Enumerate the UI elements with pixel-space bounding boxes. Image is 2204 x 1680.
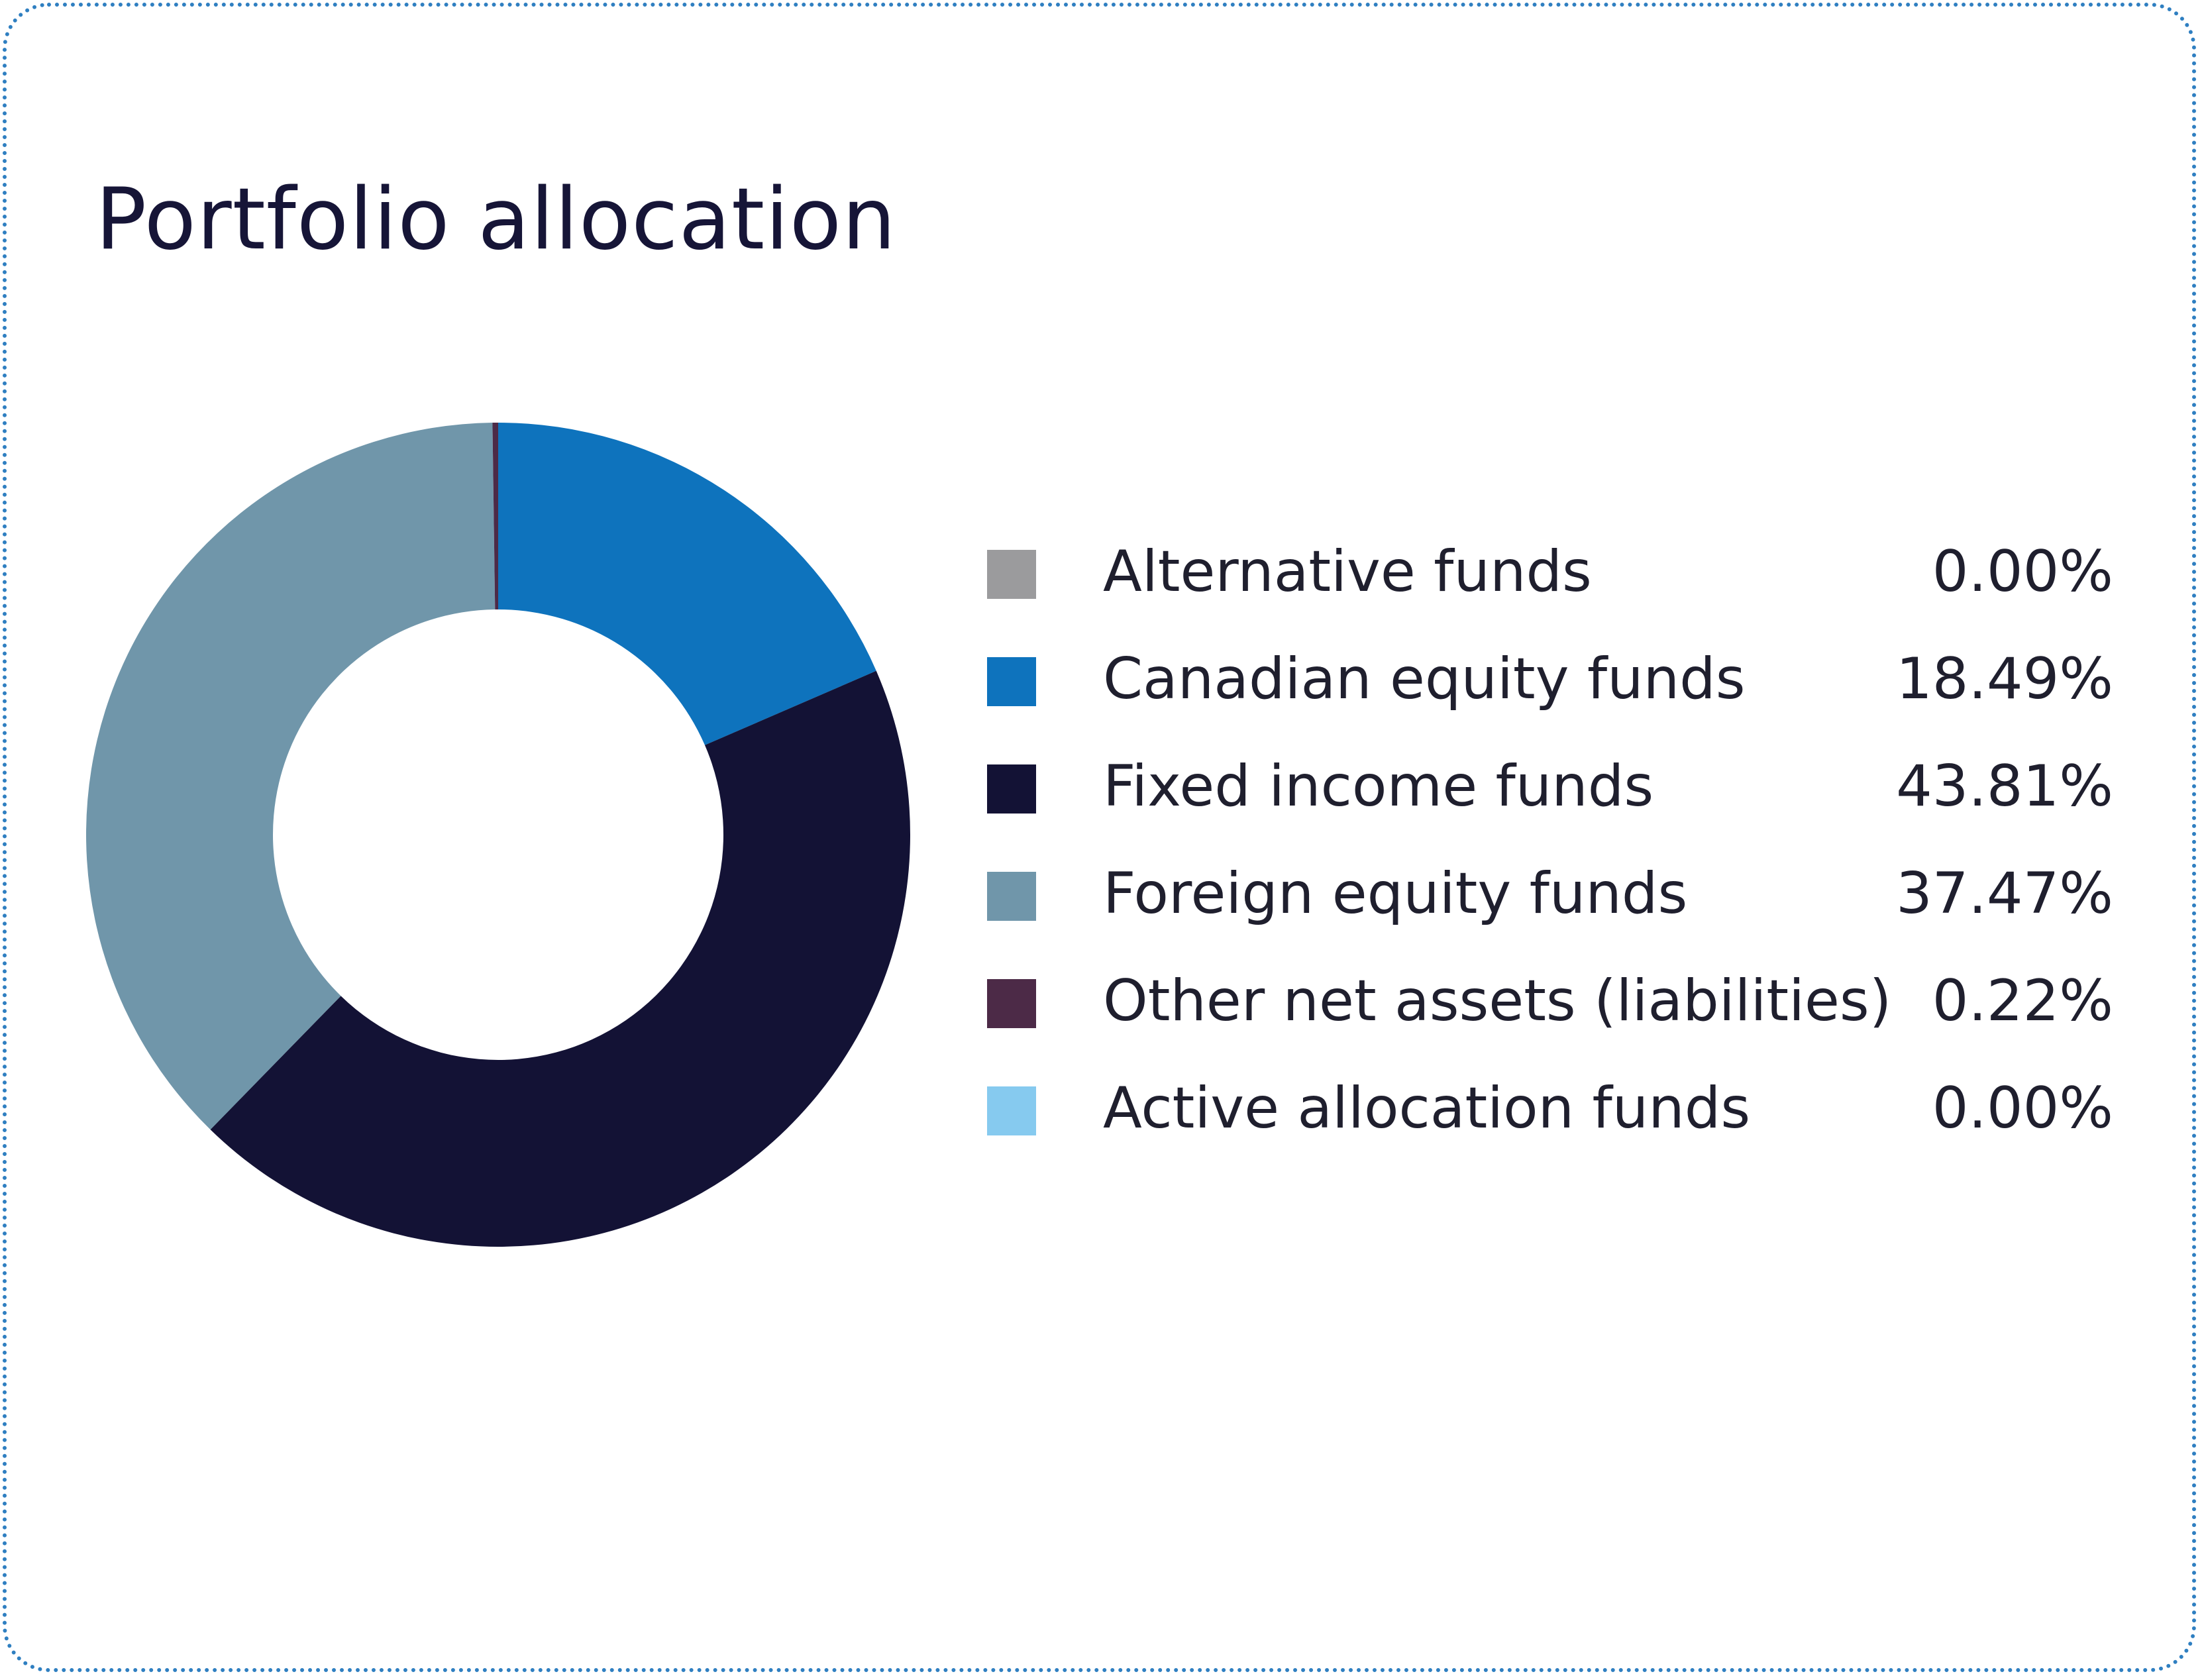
donut-chart — [86, 423, 910, 1247]
legend-item-foreign-equity-funds: Foreign equity funds 37.47% — [987, 859, 2113, 966]
legend-label: Foreign equity funds — [1103, 861, 1688, 927]
legend-label: Active allocation funds — [1103, 1075, 1751, 1141]
legend-value: 37.47% — [1896, 861, 2113, 927]
donut-slice-other-net-assets-liabilities — [492, 423, 498, 610]
portfolio-allocation-card: Portfolio allocation Alternative funds 0.… — [3, 3, 2196, 1672]
donut-slice-fixed-income-funds — [210, 670, 910, 1247]
legend-label: Fixed income funds — [1103, 753, 1654, 819]
legend-value: 18.49% — [1896, 646, 2113, 712]
legend-value: 0.22% — [1932, 968, 2113, 1034]
chart-legend: Alternative funds 0.00% Canadian equity fu… — [987, 537, 2113, 1181]
legend-swatch — [987, 979, 1036, 1028]
legend-label: Canadian equity funds — [1103, 646, 1746, 712]
legend-value: 43.81% — [1896, 753, 2113, 819]
legend-item-other-net-assets-liabilities: Other net assets (liabilities) 0.22% — [987, 966, 2113, 1073]
legend-value: 0.00% — [1932, 539, 2113, 605]
legend-swatch — [987, 550, 1036, 599]
legend-swatch — [987, 1086, 1036, 1135]
chart-title: Portfolio allocation — [95, 170, 897, 269]
legend-value: 0.00% — [1932, 1075, 2113, 1141]
legend-label: Other net assets (liabilities) — [1103, 968, 1892, 1034]
legend-label: Alternative funds — [1103, 539, 1592, 605]
legend-swatch — [987, 872, 1036, 921]
legend-swatch — [987, 657, 1036, 706]
legend-swatch — [987, 764, 1036, 814]
legend-item-active-allocation-funds: Active allocation funds 0.00% — [987, 1073, 2113, 1181]
legend-item-canadian-equity-funds: Canadian equity funds 18.49% — [987, 644, 2113, 751]
donut-slice-canadian-equity-funds — [498, 423, 876, 745]
legend-item-fixed-income-funds: Fixed income funds 43.81% — [987, 751, 2113, 859]
donut-slice-foreign-equity-funds — [86, 423, 496, 1130]
legend-item-alternative-funds: Alternative funds 0.00% — [987, 537, 2113, 644]
